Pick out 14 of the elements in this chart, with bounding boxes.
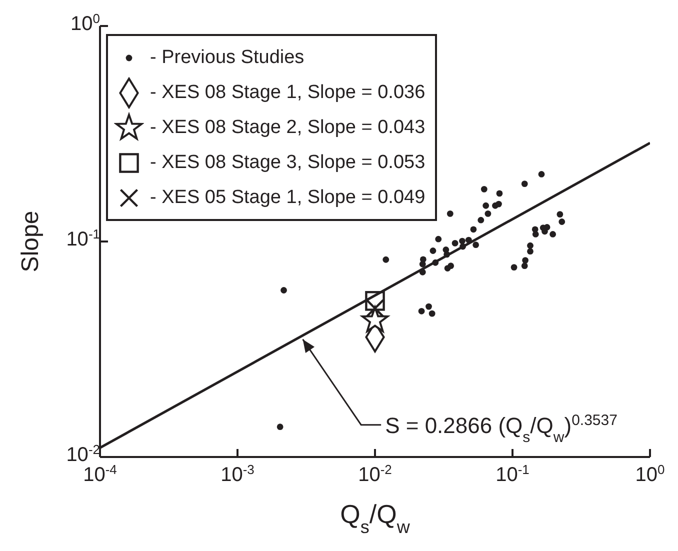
legend-label: - XES 08 Stage 1, Slope = 0.036 <box>150 82 426 104</box>
x-tick-label: 10$^{0}$ <box>635 462 665 486</box>
y-tick-label: 10$^{0}$ <box>70 10 100 35</box>
annotation: S = 0.2866 (Q$_{s}$/Q$_{w}$)$^{0.3537}$ <box>385 411 618 446</box>
y-axis-title: Slope <box>17 210 44 272</box>
legend-label: - Previous Studies <box>150 46 304 68</box>
x-tick-label: 10$^{-3}$ <box>220 462 254 486</box>
x-axis-title: Q$_{s}$/Q$_{w}$ <box>340 499 411 537</box>
x-tick-label: 10$^{-2}$ <box>358 462 392 486</box>
legend-label: - XES 08 Stage 3, Slope = 0.053 <box>150 152 426 174</box>
legend-label: - XES 05 Stage 1, Slope = 0.049 <box>150 186 426 208</box>
y-tick-label: 10$^{-1}$ <box>66 226 100 250</box>
legend-label: - XES 08 Stage 2, Slope = 0.043 <box>150 116 426 138</box>
x-tick-label: 10$^{-1}$ <box>496 462 530 486</box>
